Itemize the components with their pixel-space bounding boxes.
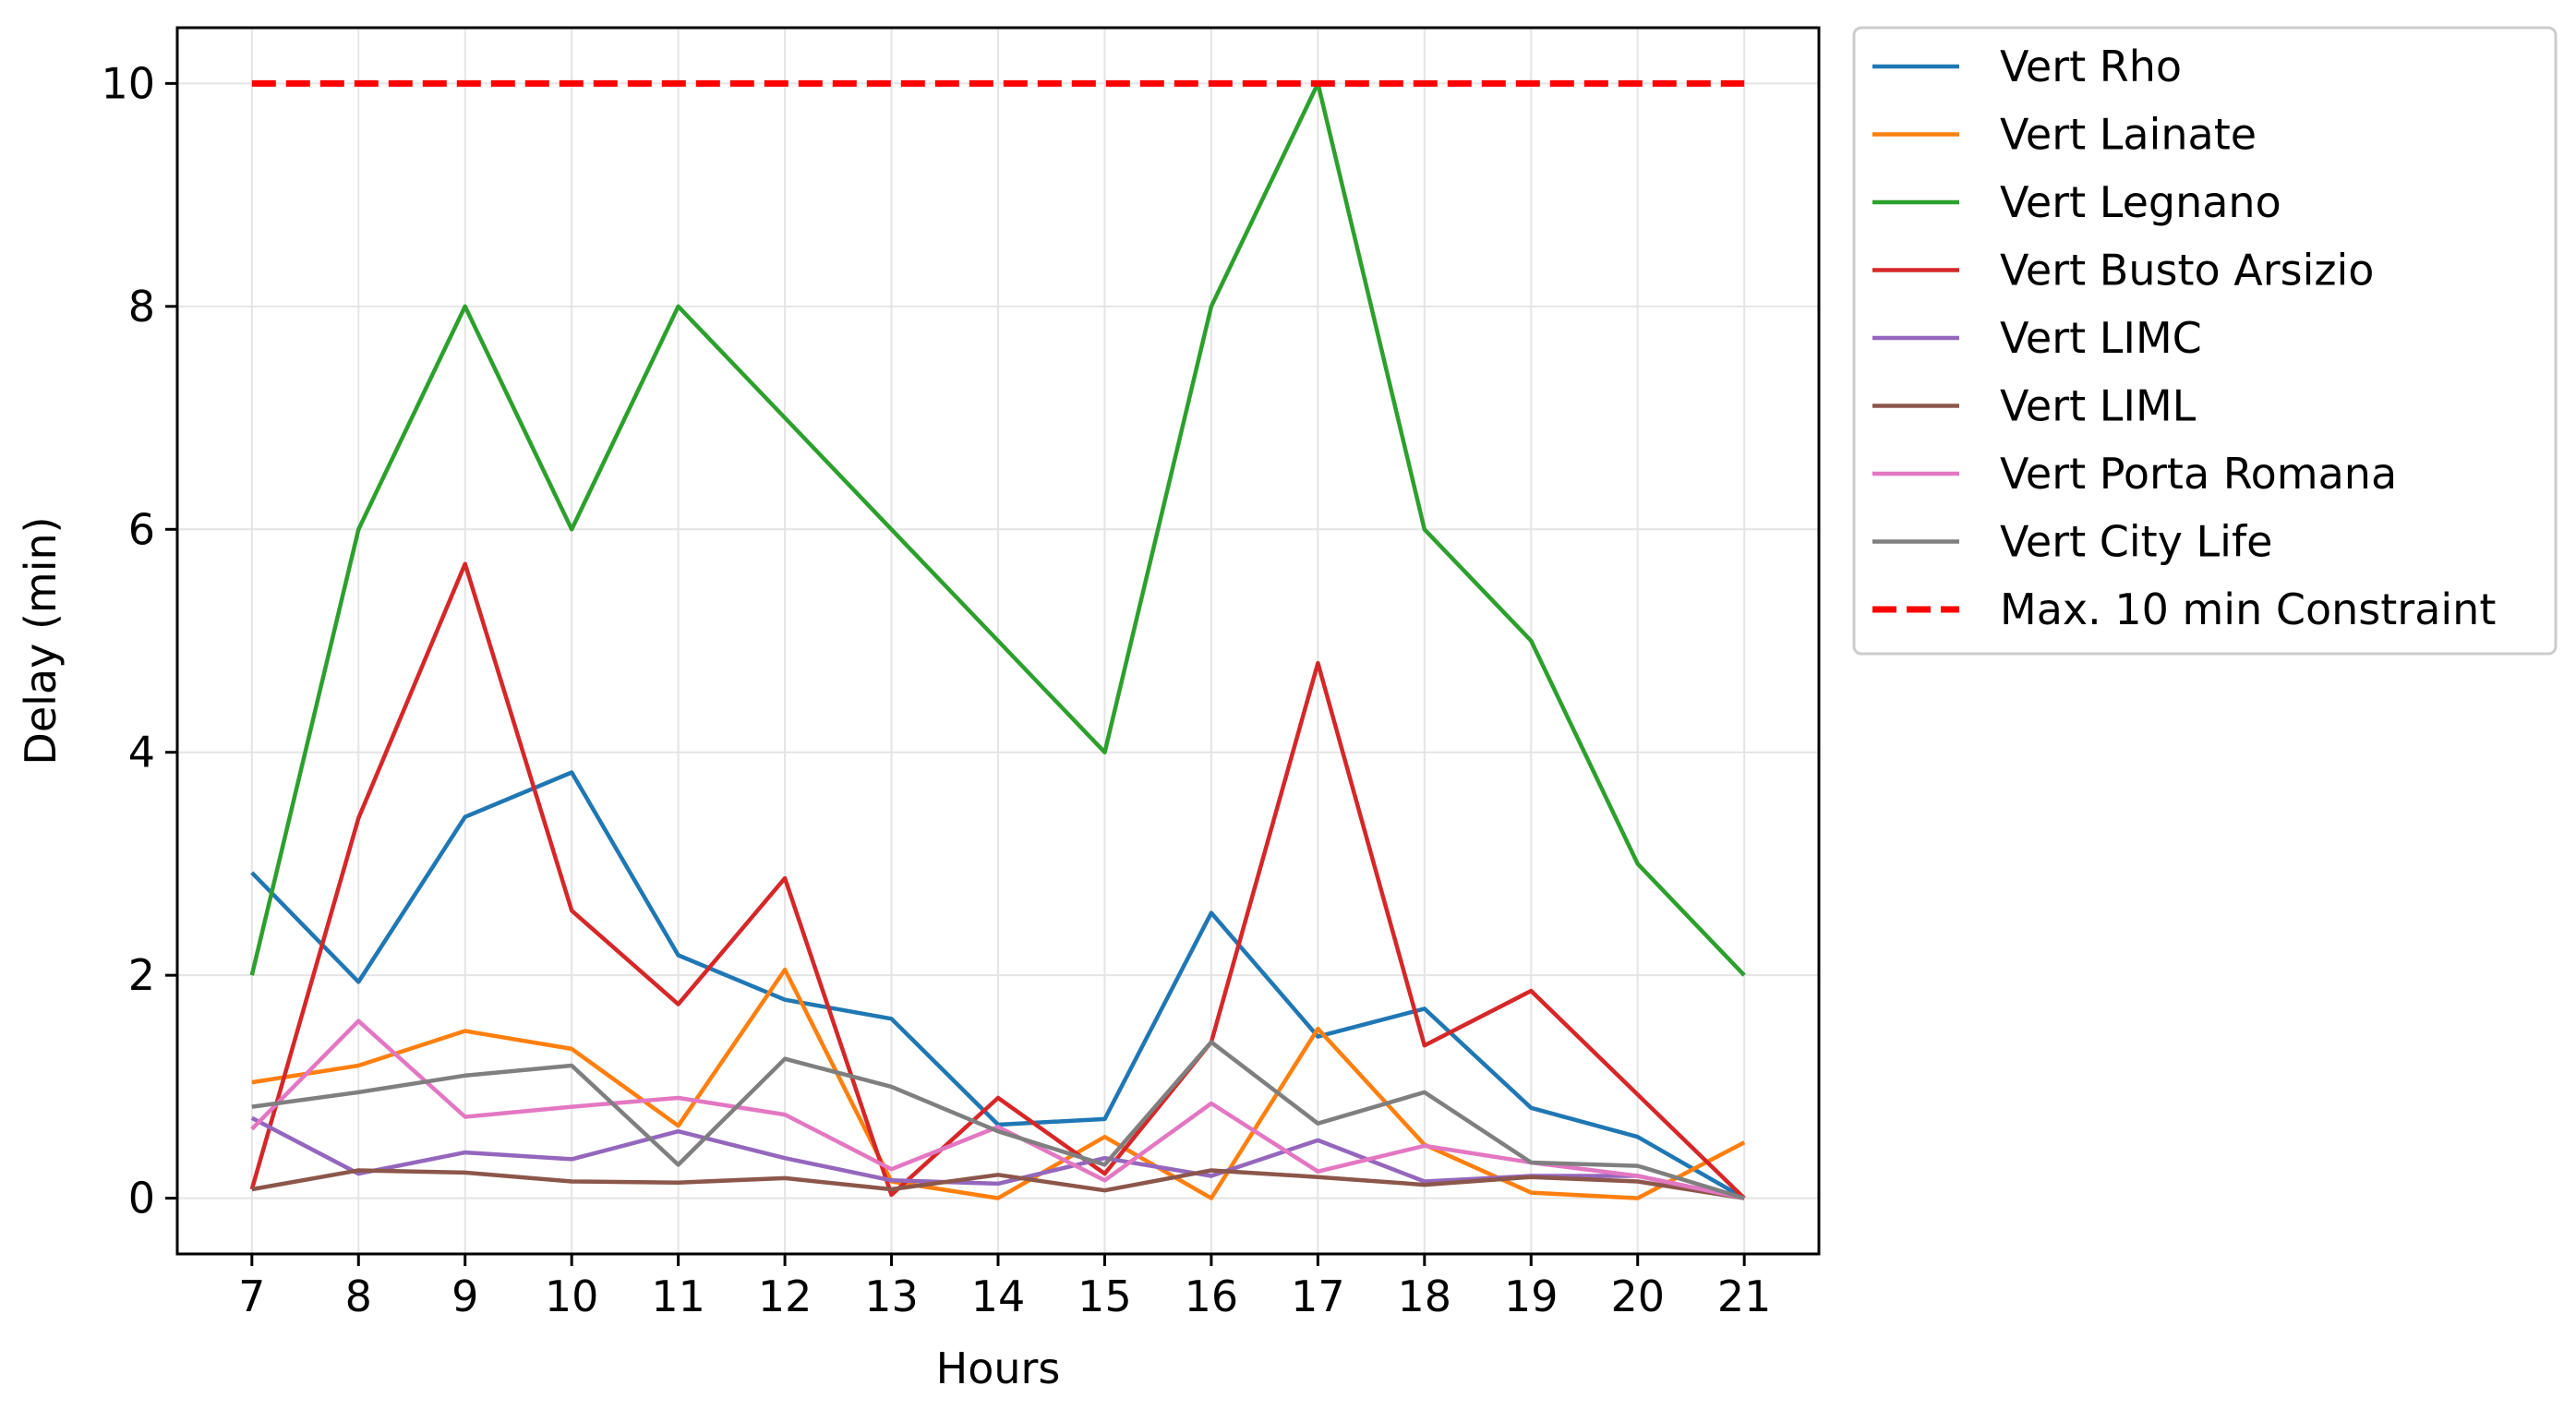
legend-label: Vert Rho: [2000, 42, 2182, 91]
x-tick-label: 15: [1077, 1271, 1132, 1321]
x-tick-label: 8: [345, 1271, 372, 1321]
legend-label: Vert Lainate: [2000, 110, 2257, 160]
x-tick-label: 13: [864, 1271, 919, 1321]
y-axis-label: Delay (min): [16, 516, 66, 765]
x-tick-label: 17: [1291, 1271, 1345, 1321]
y-tick-label: 8: [128, 282, 155, 331]
x-tick-label: 19: [1504, 1271, 1559, 1321]
legend-label: Vert LIML: [2000, 381, 2197, 431]
series-line-vert-rho: [250, 770, 1746, 1200]
series-line-vert-liml: [251, 1168, 1745, 1200]
legend-label: Max. 10 min Constraint: [2000, 584, 2496, 634]
y-tick-label: 4: [128, 728, 155, 777]
x-tick-label: 21: [1717, 1271, 1772, 1321]
series-lines: [249, 79, 1746, 1200]
y-tick-label: 6: [128, 504, 155, 554]
x-axis-label: Hours: [936, 1344, 1061, 1393]
legend-label: Vert Porta Romana: [2000, 449, 2397, 499]
legend-box: [1852, 26, 2558, 656]
x-tick-label: 7: [238, 1271, 265, 1321]
y-axis-ticks: 0 2 4 6 8 10: [101, 58, 177, 1223]
x-tick-label: 12: [758, 1271, 813, 1321]
series-line-vert-legnano: [249, 81, 1746, 977]
y-tick-label: 10: [101, 58, 155, 108]
series-line-vert-porta-romana: [250, 1018, 1745, 1200]
x-tick-label: 18: [1398, 1271, 1452, 1321]
x-tick-label: 11: [651, 1271, 705, 1321]
y-tick-label: 0: [128, 1174, 155, 1223]
legend-label: Vert Legnano: [2000, 177, 2281, 227]
legend: Vert Rho Vert Lainate Vert Legnano Vert Bus…: [1852, 26, 2558, 656]
x-tick-label: 14: [971, 1271, 1026, 1321]
y-tick-label: 2: [128, 950, 155, 1000]
series-line-vert-busto-arsizio: [249, 561, 1746, 1200]
series-line-vert-city-life: [251, 1040, 1745, 1200]
legend-label: Vert City Life: [2000, 517, 2272, 567]
x-tick-label: 9: [451, 1271, 478, 1321]
x-tick-label: 16: [1185, 1271, 1239, 1321]
legend-items: Vert Rho Vert Lainate Vert Legnano Vert Bus…: [1872, 42, 2496, 634]
x-tick-label: 20: [1610, 1271, 1665, 1321]
x-tick-label: 10: [545, 1271, 599, 1321]
legend-label: Vert Busto Arsizio: [2000, 246, 2374, 295]
x-axis-ticks: 7 8 9 10 11 12 13 14 15 16 17 18 19 20 21: [238, 1254, 1771, 1321]
legend-label: Vert LIMC: [2000, 313, 2202, 363]
